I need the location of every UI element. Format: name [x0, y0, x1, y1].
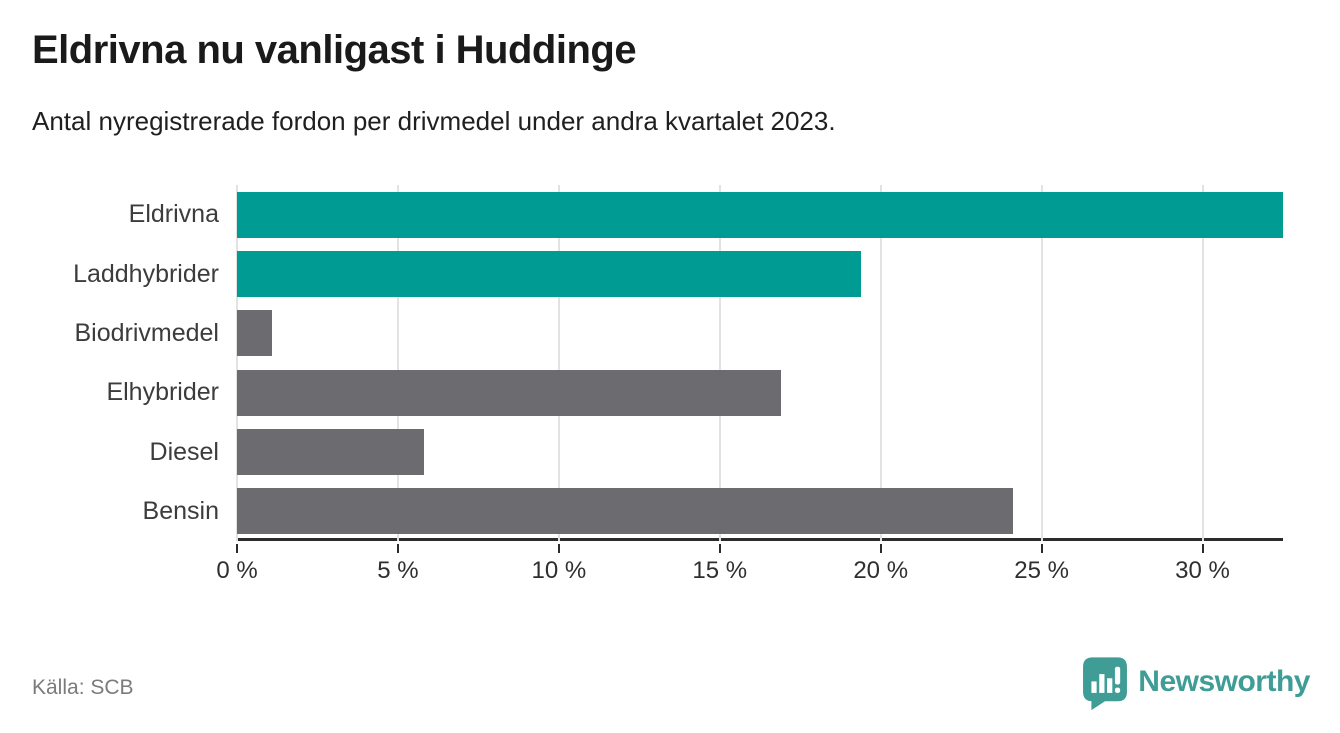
- axis-tick-5: [396, 544, 399, 553]
- x-tick-label: 30 %: [1175, 557, 1230, 584]
- gridline-20: [879, 185, 882, 541]
- gridline-30: [1201, 185, 1204, 541]
- x-tick-label: 5 %: [377, 557, 419, 584]
- category-label-biodrivmedel: Biodrivmedel: [74, 318, 219, 347]
- bar-biodrivmedel: [237, 310, 273, 357]
- bar-elhybrider: [237, 369, 781, 416]
- gridline-10: [557, 185, 560, 541]
- axis-tick-15: [718, 544, 721, 553]
- x-tick-label: 10 %: [531, 557, 587, 584]
- newsworthy-logo: Newsworthy: [1082, 656, 1310, 716]
- axis-tick-25: [1040, 544, 1043, 553]
- category-label-laddhybrider: Laddhybrider: [73, 259, 219, 288]
- axis-tick-10: [557, 544, 560, 553]
- category-label-elhybrider: Elhybrider: [106, 378, 219, 407]
- axis-tick-30: [1201, 544, 1204, 553]
- axis-tick-0: [236, 544, 238, 553]
- bar-chart: 0 % 5 % 10 % 15 % 20 % 25 % 30 % Eldrivna Laddhy…: [0, 185, 1340, 595]
- gridline-5: [396, 185, 399, 541]
- bar-laddhybrider: [237, 251, 862, 297]
- x-tick-label: 20 %: [853, 557, 909, 584]
- bar-bensin: [237, 488, 1013, 535]
- bar-eldrivna: [237, 191, 1283, 238]
- x-tick-label: 0 %: [216, 557, 258, 584]
- gridline-15: [718, 185, 721, 541]
- x-tick-label: 25 %: [1014, 557, 1069, 584]
- category-label-eldrivna: Eldrivna: [128, 200, 219, 229]
- x-tick-label: 15 %: [692, 557, 748, 584]
- source-label: Källa: SCB: [32, 676, 134, 699]
- gridline-25: [1040, 185, 1043, 541]
- bar-diesel: [237, 429, 424, 475]
- gridline-0: [236, 185, 238, 541]
- axis-tick-20: [879, 544, 882, 553]
- page-title: Eldrivna nu vanligast i Huddinge: [32, 28, 637, 72]
- newsworthy-bubble-chart-icon: [1082, 656, 1128, 716]
- newsworthy-wordmark: Newsworthy: [1138, 665, 1310, 698]
- category-label-diesel: Diesel: [149, 437, 219, 466]
- plot-area: [236, 185, 1283, 541]
- page-subtitle: Antal nyregistrerade fordon per drivmede…: [32, 106, 836, 136]
- category-label-bensin: Bensin: [142, 496, 219, 525]
